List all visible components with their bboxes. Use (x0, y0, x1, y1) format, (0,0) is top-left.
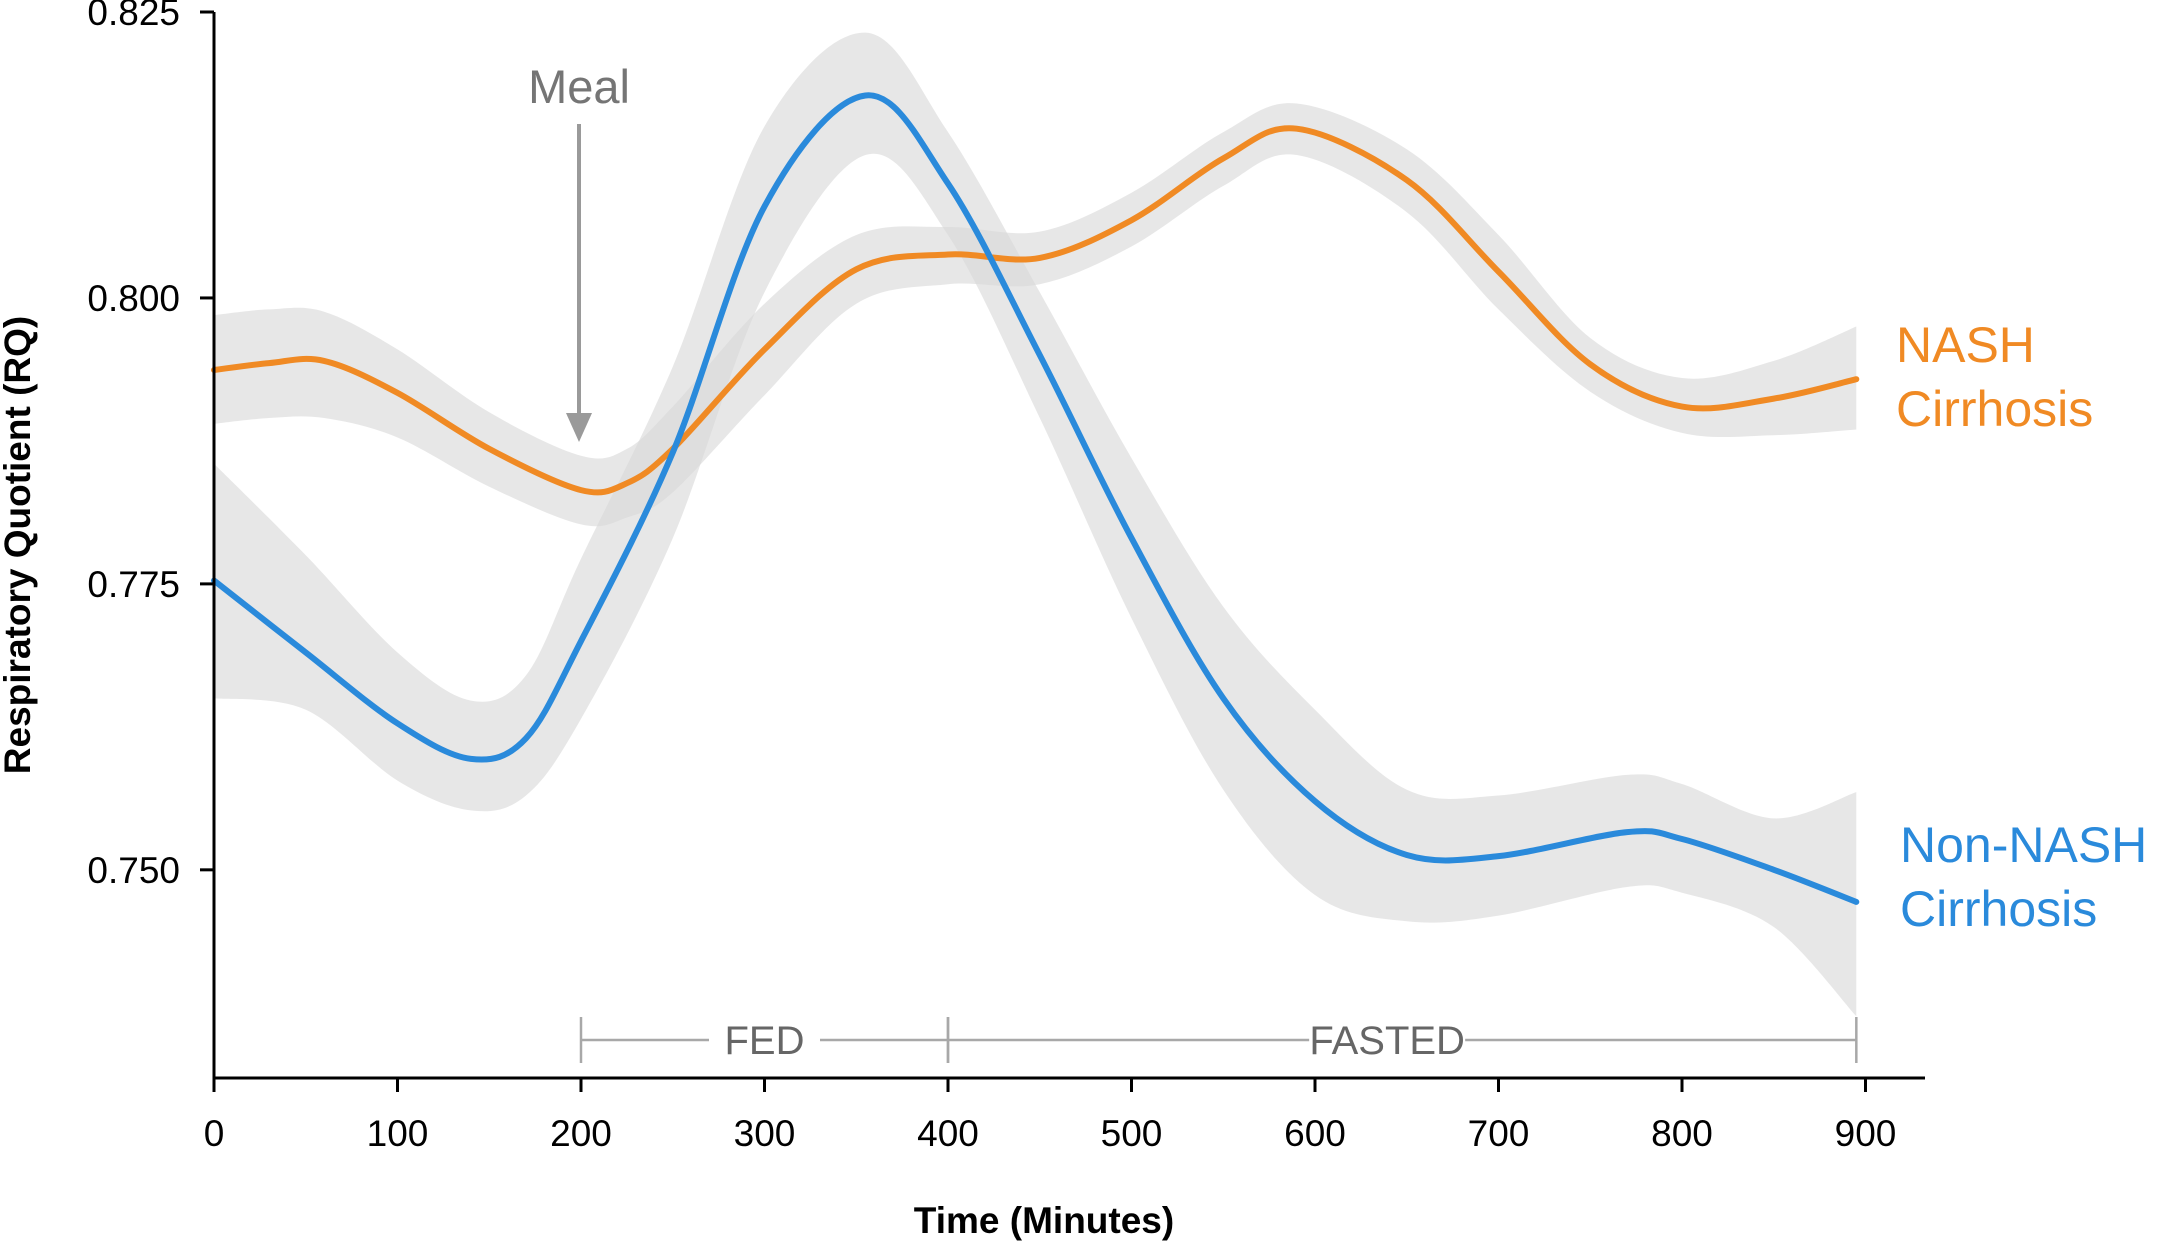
x-tick-label: 100 (367, 1113, 429, 1154)
y-tick-label: 0.800 (87, 278, 180, 319)
x-tick-label: 500 (1101, 1113, 1163, 1154)
x-tick-label: 0 (204, 1113, 225, 1154)
series-lines (211, 92, 1860, 905)
annotations: Meal FED FASTED (528, 60, 1858, 1063)
series-label-nash: Cirrhosis (1896, 381, 2093, 437)
series-labels: NASH Cirrhosis Non-NASH Cirrhosis (1896, 317, 2147, 937)
y-tick-label: 0.750 (87, 850, 180, 891)
x-tick-label: 700 (1468, 1113, 1530, 1154)
x-tick-label: 200 (550, 1113, 612, 1154)
x-tick-label: 600 (1284, 1113, 1346, 1154)
y-tick-label: 0.775 (87, 564, 180, 605)
x-axis-title: Time (Minutes) (914, 1200, 1174, 1241)
series-label-nash: NASH (1896, 317, 2035, 373)
x-tick-label: 900 (1835, 1113, 1897, 1154)
period-label-fasted: FASTED (1309, 1019, 1465, 1063)
x-tick-label: 400 (917, 1113, 979, 1154)
ci-band-nash (214, 103, 1857, 527)
meal-label: Meal (528, 60, 630, 113)
x-axis-ticks: 0 100 200 300 400 500 600 700 800 900 (204, 1078, 1897, 1154)
period-label-fed: FED (725, 1019, 805, 1063)
series-label-non-nash: Non-NASH (1900, 817, 2147, 873)
y-tick-label: 0.825 (87, 0, 180, 33)
y-axis-ticks: 0.750 0.775 0.800 0.825 (87, 0, 214, 891)
meal-arrow-head (566, 413, 592, 442)
ci-band-non-nash (214, 32, 1857, 1017)
axes (212, 12, 1925, 1080)
series-line-non-nash (211, 92, 1860, 905)
confidence-bands (214, 32, 1857, 1017)
series-label-non-nash: Cirrhosis (1900, 881, 2097, 937)
y-axis-title: Respiratory Quotient (RQ) (0, 316, 38, 774)
x-tick-label: 800 (1651, 1113, 1713, 1154)
x-tick-label: 300 (734, 1113, 796, 1154)
series-line-nash (211, 125, 1860, 496)
